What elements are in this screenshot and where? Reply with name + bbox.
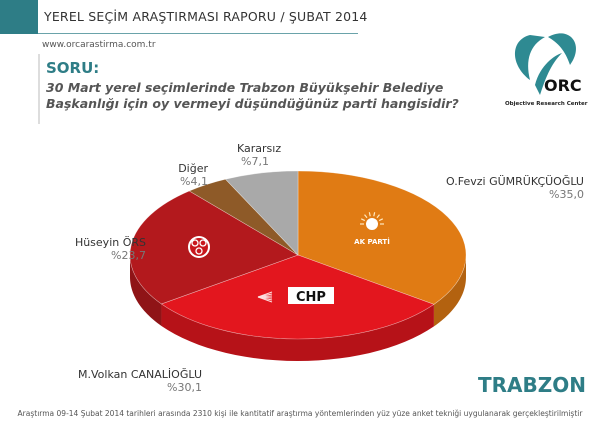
- footnote: Araştırma 09-14 Şubat 2014 tarihleri ara…: [17, 409, 583, 418]
- pie-slice: [297, 170, 467, 305]
- logo-caption: Objective Research Center: [505, 101, 588, 107]
- akp-mark-text: AK PARTİ: [354, 237, 390, 246]
- question-label: SORU:: [46, 59, 100, 77]
- mhp-logo-icon: [190, 238, 208, 256]
- mhp-crescent-icon: [195, 247, 203, 255]
- orc-logo-icon: ORC: [515, 33, 582, 95]
- question-text: 30 Mart yerel seçimlerinde Trabzon Büyük…: [46, 80, 459, 111]
- report-title: YEREL SEÇİM ARAŞTIRMASI RAPORU / ŞUBAT 2…: [44, 9, 368, 24]
- mhp-crescent-icon: [191, 239, 199, 247]
- label-akp: O.Fevzi GÜMRÜKÇÜOĞLU %35,0: [446, 175, 584, 201]
- pie-slice: [129, 190, 299, 305]
- header-accent: [0, 0, 38, 34]
- svg-text:ORC: ORC: [544, 76, 582, 95]
- chp-logo-box: [288, 287, 334, 304]
- region-name: TRABZON: [477, 373, 586, 397]
- pie-slice: [224, 170, 299, 256]
- divider: [38, 54, 40, 124]
- pie-side-0: [433, 255, 466, 327]
- website-link[interactable]: www.orcarastirma.com.tr: [42, 40, 156, 50]
- mhp-crescent-icon: [199, 239, 207, 247]
- divider: [38, 33, 358, 34]
- label-kararsiz: Kararsız %7,1: [237, 142, 282, 168]
- label-chp: M.Volkan CANALİOĞLU %30,1: [78, 368, 202, 394]
- chp-arrows-icon: [257, 296, 273, 303]
- label-diger: Diğer %4,1: [178, 162, 208, 188]
- pie-side-2: [130, 255, 162, 326]
- pie-side-1: [161, 303, 434, 361]
- chp-mark-text: CHP: [296, 290, 326, 305]
- akp-logo-icon: [360, 212, 384, 230]
- label-mhp: Hüseyin ÖRS %23,7: [74, 236, 146, 262]
